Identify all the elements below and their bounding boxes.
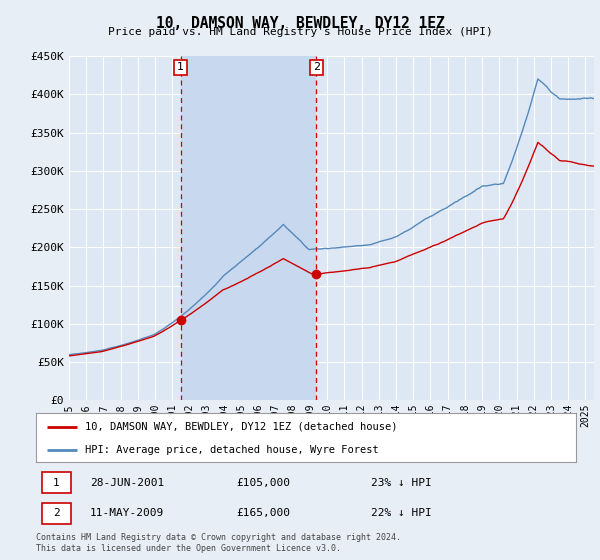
Text: 11-MAY-2009: 11-MAY-2009 [90,508,164,519]
Bar [181,56,316,400]
Text: 10, DAMSON WAY, BEWDLEY, DY12 1EZ: 10, DAMSON WAY, BEWDLEY, DY12 1EZ [155,16,445,31]
Text: Price paid vs. HM Land Registry's House Price Index (HPI): Price paid vs. HM Land Registry's House … [107,27,493,37]
Text: HPI: Average price, detached house, Wyre Forest: HPI: Average price, detached house, Wyre… [85,445,379,455]
Text: £165,000: £165,000 [236,508,290,519]
Text: £105,000: £105,000 [236,478,290,488]
FancyBboxPatch shape [43,503,71,524]
Text: Contains HM Land Registry data © Crown copyright and database right 2024.
This d: Contains HM Land Registry data © Crown c… [36,533,401,553]
Text: 10, DAMSON WAY, BEWDLEY, DY12 1EZ (detached house): 10, DAMSON WAY, BEWDLEY, DY12 1EZ (detac… [85,422,397,432]
Text: 2: 2 [53,508,60,519]
Text: 28-JUN-2001: 28-JUN-2001 [90,478,164,488]
FancyBboxPatch shape [43,472,71,493]
Text: 23% ↓ HPI: 23% ↓ HPI [371,478,431,488]
Text: 22% ↓ HPI: 22% ↓ HPI [371,508,431,519]
Text: 1: 1 [53,478,60,488]
Text: 1: 1 [177,63,184,72]
Text: 2: 2 [313,63,320,72]
